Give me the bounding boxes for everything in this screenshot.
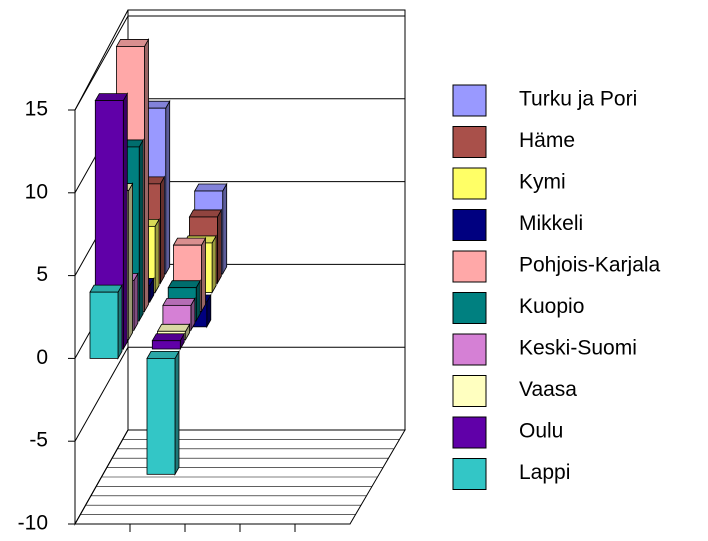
- legend-label: Häme: [519, 129, 575, 152]
- legend-swatch: [452, 167, 487, 200]
- y-tick-label: -10: [18, 512, 48, 535]
- bar-top: [156, 323, 191, 332]
- bar-side: [165, 99, 171, 276]
- bar-side: [144, 37, 149, 313]
- bar-side: [117, 283, 123, 360]
- legend-label: Kuopio: [519, 295, 584, 318]
- bar-side: [222, 182, 228, 276]
- y-tick-label: 15: [25, 98, 48, 121]
- grid-line: [74, 346, 129, 442]
- bar-top: [151, 333, 185, 342]
- bar-side: [133, 272, 139, 332]
- bar-top: [167, 280, 201, 289]
- legend-label: Pohjois-Karjala: [519, 254, 661, 277]
- legend-label: Turku ja Pori: [519, 88, 637, 111]
- legend-swatch: [452, 333, 487, 366]
- bar: [146, 357, 176, 475]
- legend-swatch: [452, 292, 487, 324]
- bar-top: [146, 350, 180, 359]
- bar: [89, 291, 119, 359]
- legend-label: Mikkeli: [519, 212, 583, 235]
- legend-label: Keski-Suomi: [519, 337, 637, 360]
- bar-side: [174, 349, 180, 476]
- bars: [89, 37, 228, 476]
- legend-label: Vaasa: [519, 378, 577, 401]
- y-tick-label: 0: [36, 346, 48, 369]
- legend-swatch: [452, 250, 487, 283]
- bar-top: [194, 183, 228, 192]
- bar-side: [159, 175, 165, 285]
- grid-line: [74, 15, 129, 111]
- bar-top: [115, 39, 150, 47]
- legend-swatch: [452, 458, 487, 490]
- bar: [151, 340, 181, 350]
- y-tick-label: 10: [25, 180, 48, 203]
- legend-swatch: [452, 416, 487, 449]
- legend-label: Oulu: [519, 420, 563, 443]
- bar-side: [128, 182, 134, 342]
- legend: Turku ja Pori Häme Kymi Mikkeli Pohjois-Karj…: [452, 84, 661, 490]
- bar-side: [211, 234, 217, 295]
- legend-swatch: [452, 126, 487, 158]
- bar-side: [201, 236, 206, 313]
- legend-swatch: [452, 84, 487, 117]
- bar-side: [154, 217, 160, 295]
- bar-top: [162, 297, 196, 306]
- bar-side: [122, 92, 128, 351]
- bar-top: [94, 93, 128, 101]
- y-tick-label: -5: [29, 429, 48, 452]
- bar-side: [216, 208, 222, 285]
- legend-swatch: [452, 209, 487, 241]
- bar-top: [89, 284, 123, 293]
- y-tick-label: 5: [36, 263, 48, 286]
- legend-label: Kymi: [519, 171, 566, 194]
- legend-swatch: [452, 375, 487, 407]
- bar-side: [138, 138, 144, 323]
- bar-top: [172, 237, 207, 246]
- legend-label: Lappi: [519, 461, 570, 484]
- bar-top: [188, 209, 223, 218]
